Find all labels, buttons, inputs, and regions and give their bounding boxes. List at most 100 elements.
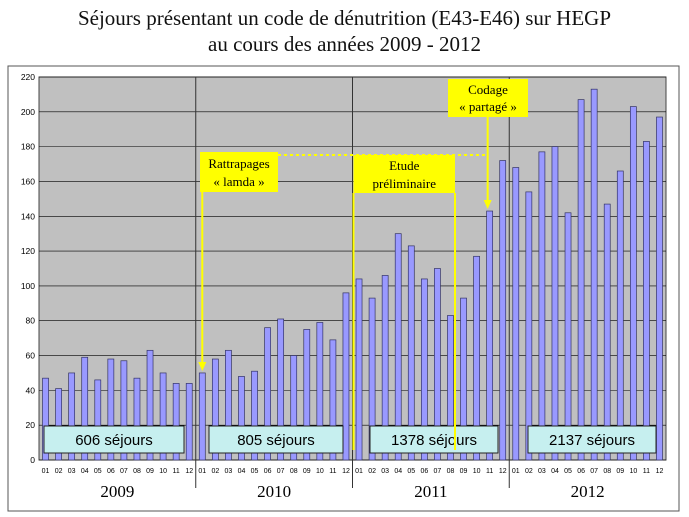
x-tick-label: 06 <box>420 468 428 475</box>
bar <box>447 315 454 461</box>
bar <box>564 212 572 461</box>
x-tick-label: 12 <box>342 468 350 475</box>
bar <box>81 356 89 461</box>
x-tick-label: 05 <box>94 468 102 475</box>
x-tick-label: 08 <box>603 468 611 475</box>
bar <box>381 275 389 461</box>
x-tick-label: 12 <box>185 468 193 475</box>
chart-title-line2: au cours des années 2009 - 2012 <box>208 32 481 56</box>
x-tick-label: 07 <box>277 468 285 475</box>
year-label: 2009 <box>100 482 134 501</box>
x-tick-label: 09 <box>460 468 468 475</box>
x-tick-label: 02 <box>211 468 219 475</box>
bar <box>225 349 232 461</box>
year-total-label: 1378 séjours <box>391 432 477 449</box>
year-total-box <box>43 425 185 454</box>
bar <box>460 297 467 461</box>
bar <box>407 245 415 461</box>
x-tick-label: 11 <box>643 468 650 475</box>
annotation-text: Codage <box>468 82 508 97</box>
x-tick-label: 08 <box>447 468 455 475</box>
bar <box>329 339 337 461</box>
bar <box>146 349 154 461</box>
x-tick-label: 04 <box>551 468 559 475</box>
year-total-box <box>208 425 344 454</box>
bar <box>238 376 245 461</box>
x-tick-label: 01 <box>198 468 206 475</box>
annotation-box-codage <box>448 79 528 117</box>
bar <box>94 379 102 461</box>
bar <box>525 191 533 461</box>
x-tick-label: 02 <box>368 468 376 475</box>
annotation-box-etude <box>353 155 455 193</box>
y-tick-label: 180 <box>21 142 35 152</box>
annotation-box-rattrapages <box>200 152 278 192</box>
bar <box>643 141 650 461</box>
bar <box>290 355 298 461</box>
year-total-label: 2137 séjours <box>549 432 635 449</box>
y-tick-label: 200 <box>21 107 35 117</box>
x-tick-label: 01 <box>42 468 50 475</box>
x-tick-label: 02 <box>55 468 63 475</box>
chart-title-line1: Séjours présentant un code de dénutritio… <box>77 6 612 30</box>
bar <box>303 329 311 461</box>
year-total-box <box>369 425 499 454</box>
x-tick-label: 09 <box>616 468 624 475</box>
x-tick-label: 07 <box>434 468 442 475</box>
y-tick-label: 80 <box>26 316 36 326</box>
bar <box>211 358 219 461</box>
bar <box>355 278 363 461</box>
x-tick-label: 04 <box>394 468 402 475</box>
bar <box>590 88 598 461</box>
bar <box>499 160 507 461</box>
x-tick-label: 03 <box>225 468 233 475</box>
year-total-box <box>527 425 657 454</box>
bar <box>120 360 128 461</box>
x-tick-label: 12 <box>499 468 507 475</box>
bar <box>42 377 49 461</box>
bar <box>394 233 402 461</box>
annotation-text: « partagé » <box>459 99 517 114</box>
x-tick-label: 01 <box>355 468 363 475</box>
x-tick-label: 06 <box>107 468 115 475</box>
year-label: 2012 <box>571 482 605 501</box>
bar <box>107 358 115 461</box>
x-tick-label: 08 <box>133 468 141 475</box>
x-tick-label: 12 <box>656 468 664 475</box>
year-label: 2010 <box>257 482 291 501</box>
x-tick-label: 10 <box>629 468 637 475</box>
bar <box>133 377 141 461</box>
x-tick-label: 10 <box>473 468 481 475</box>
y-tick-label: 60 <box>26 351 36 361</box>
x-tick-label: 11 <box>329 468 336 475</box>
y-tick-label: 160 <box>21 176 35 186</box>
x-tick-label: 06 <box>577 468 585 475</box>
bar <box>551 146 559 461</box>
x-tick-label: 10 <box>316 468 324 475</box>
bar <box>172 383 180 461</box>
bar <box>342 292 350 461</box>
x-tick-label: 07 <box>590 468 598 475</box>
y-tick-label: 100 <box>21 281 35 291</box>
bar <box>486 210 494 461</box>
annotation-text: Rattrapages <box>208 156 269 171</box>
x-tick-label: 03 <box>538 468 546 475</box>
x-tick-label: 11 <box>173 468 180 475</box>
bar <box>185 383 193 461</box>
x-tick-label: 08 <box>290 468 298 475</box>
y-tick-label: 140 <box>21 211 35 221</box>
bar <box>616 170 624 461</box>
annotation-arrowhead <box>198 362 207 371</box>
year-label: 2011 <box>414 482 447 501</box>
bar <box>368 297 376 461</box>
bar <box>629 106 637 461</box>
x-tick-label: 09 <box>303 468 311 475</box>
x-tick-label: 05 <box>407 468 415 475</box>
bar <box>251 370 258 461</box>
bar <box>198 372 206 461</box>
bar <box>68 372 76 461</box>
bar <box>473 255 480 461</box>
bar <box>577 99 585 461</box>
bar <box>434 268 441 461</box>
